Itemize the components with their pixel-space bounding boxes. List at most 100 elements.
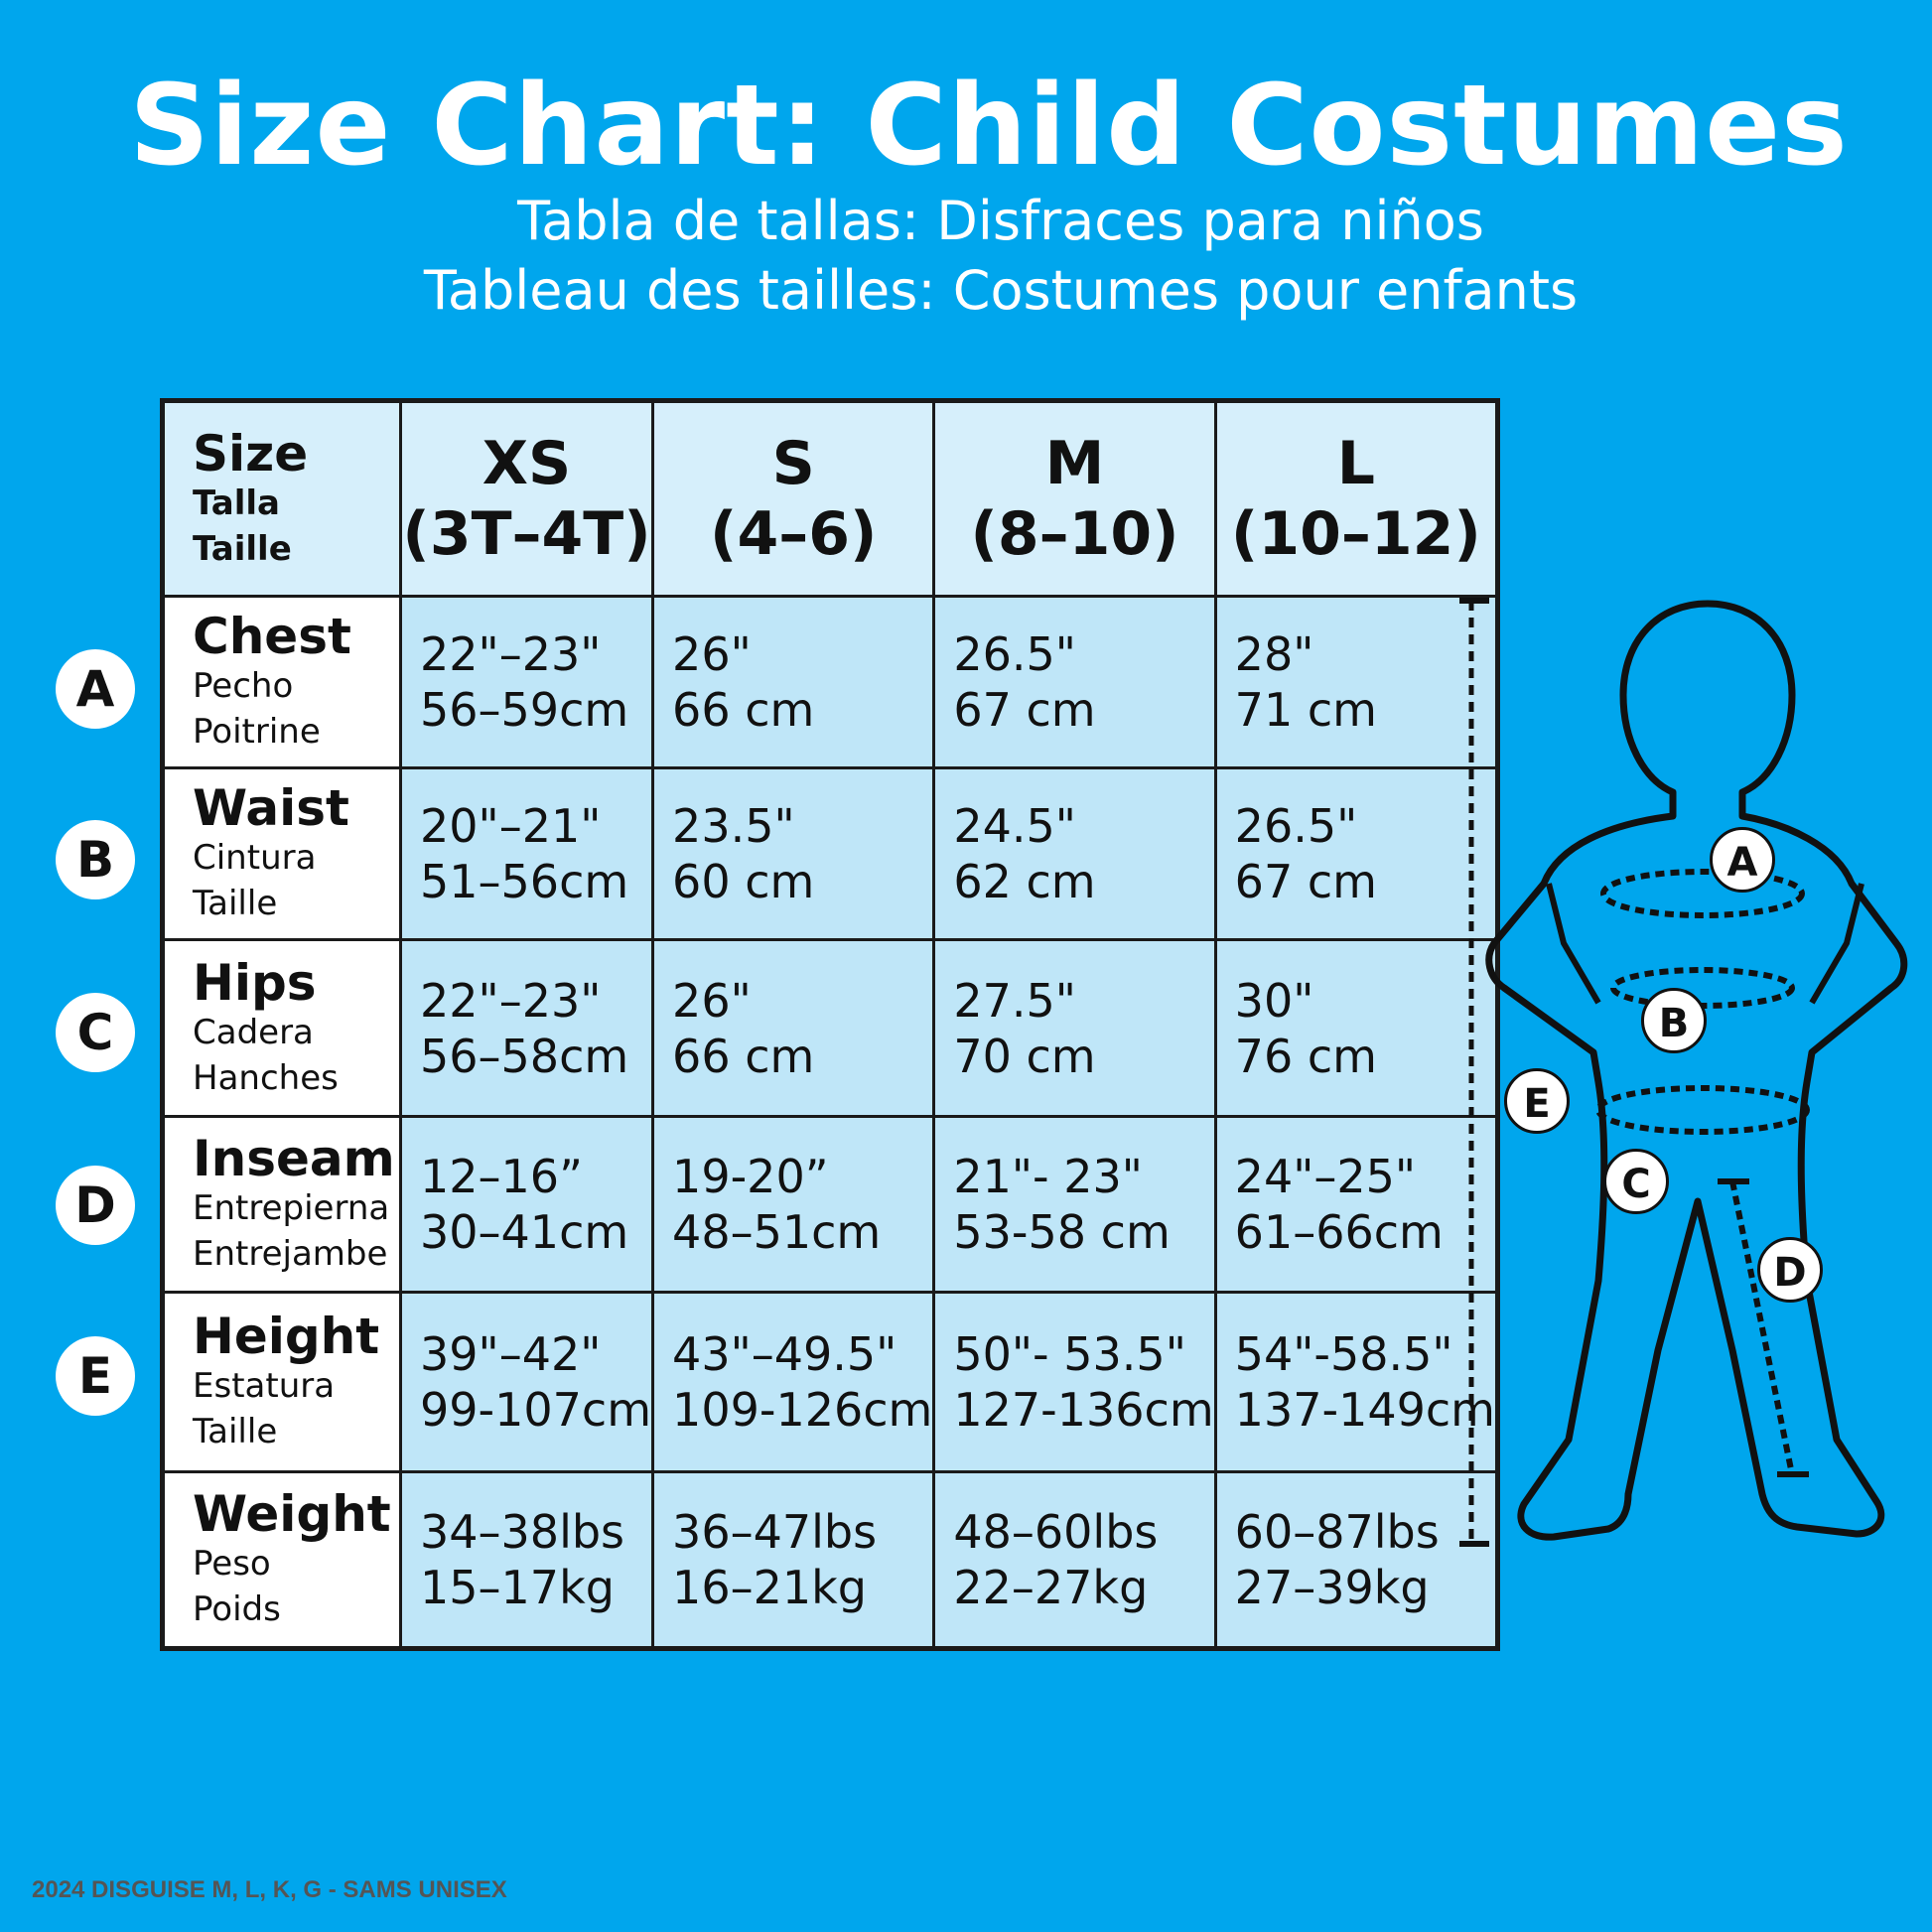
table-row-waist: Waist Cintura Taille 20"–21" 51–56cm 23.5… [161,766,1499,941]
value-metric: 67 cm [953,683,1096,737]
row-label-waist: Waist Cintura Taille [161,766,402,941]
value-metric: 71 cm [1234,683,1377,737]
value-imperial: 20"–21" [420,799,602,853]
body-measurement-diagram: A B C D E [1453,586,1916,1559]
value-cell: 34–38lbs 15–17kg [398,1470,655,1650]
row-label-main: Inseam [193,1130,395,1187]
row-label-fr: Taille [193,884,278,923]
value-cell: 27.5" 70 cm [932,938,1217,1118]
table-row-inseam: Inseam Entrepierna Entrejambe 12–16” 30–4… [161,1115,1499,1294]
value-cell: 28" 71 cm [1213,595,1499,769]
row-label-es: Cintura [193,838,317,878]
value-metric: 61–66cm [1234,1205,1444,1259]
value-metric: 51–56cm [420,855,629,908]
row-label-fr: Entrejambe [193,1234,388,1274]
child-silhouette-icon [1453,598,1908,1547]
size-header-s: S (4–6) [651,399,936,598]
row-letter-badge-c: C [56,993,135,1072]
value-metric: 137-149cm [1234,1383,1495,1437]
subtitle-spanish: Tabla de tallas: Disfraces para niños [517,190,1484,252]
row-label-main: Hips [193,953,317,1012]
row-label-fr: Poids [193,1589,281,1629]
value-metric: 67 cm [1234,855,1377,908]
value-imperial: 28" [1234,627,1314,681]
size-code: XS [482,428,572,498]
value-imperial: 26" [672,627,752,681]
size-range: (10–12) [1230,498,1481,569]
value-cell: 12–16” 30–41cm [398,1115,655,1294]
value-imperial: 21"- 23" [953,1150,1143,1203]
value-metric: 99-107cm [420,1383,652,1437]
row-label-es: Peso [193,1544,271,1584]
row-label-main: Weight [193,1485,391,1543]
value-metric: 56–58cm [420,1029,629,1083]
row-label-fr: Taille [193,1412,278,1451]
value-metric: 15–17kg [420,1561,615,1614]
value-metric: 60 cm [672,855,815,908]
row-label-es: Entrepierna [193,1188,390,1228]
value-cell: 39"–42" 99-107cm [398,1291,655,1473]
value-metric: 109-126cm [672,1383,933,1437]
value-imperial: 43"–49.5" [672,1327,897,1381]
value-imperial: 26.5" [1234,799,1358,853]
size-label-fr: Taille [193,528,292,569]
table-header-row: Size Talla Taille XS (3T–4T) S (4–6) M (… [161,399,1499,598]
value-imperial: 19-20” [672,1150,829,1203]
size-code: M [1044,428,1105,498]
size-table: Size Talla Taille XS (3T–4T) S (4–6) M (… [160,398,1500,1651]
value-cell: 50"- 53.5" 127-136cm [932,1291,1217,1473]
size-range: (3T–4T) [402,498,651,569]
value-imperial: 22"–23" [420,973,602,1028]
row-label-fr: Hanches [193,1057,339,1098]
size-code: L [1336,428,1375,498]
value-cell: 43"–49.5" 109-126cm [651,1291,936,1473]
diagram-label-c: C [1603,1149,1669,1214]
value-cell: 30" 76 cm [1213,938,1499,1118]
size-label-main: Size [193,424,309,483]
value-metric: 62 cm [953,855,1096,908]
size-range: (4–6) [710,498,878,569]
row-label-es: Cadera [193,1012,314,1052]
value-metric: 76 cm [1234,1029,1377,1083]
table-row-hips: Hips Cadera Hanches 22"–23" 56–58cm 26" 66… [161,938,1499,1118]
value-imperial: 24"–25" [1234,1150,1417,1203]
diagram-label-d: D [1757,1237,1823,1303]
footer-code: 2024 DISGUISE M, L, K, G - SAMS UNISEX [32,1876,507,1903]
value-cell: 60–87lbs 27–39kg [1213,1470,1499,1650]
row-label-weight: Weight Peso Poids [161,1470,402,1650]
value-metric: 66 cm [672,1029,815,1083]
row-label-main: Chest [193,608,351,665]
row-label-inseam: Inseam Entrepierna Entrejambe [161,1115,402,1294]
subtitle-french: Tableau des tailles: Costumes pour enfan… [423,259,1579,322]
value-imperial: 12–16” [420,1150,583,1203]
diagram-label-e: E [1504,1068,1570,1134]
value-cell: 26" 66 cm [651,938,936,1118]
value-imperial: 34–38lbs [420,1505,625,1559]
diagram-label-a: A [1710,827,1775,893]
table-row-height: Height Estatura Taille 39"–42" 99-107cm 4… [161,1291,1499,1473]
value-imperial: 27.5" [953,973,1076,1028]
row-label-hips: Hips Cadera Hanches [161,938,402,1118]
row-label-fr: Poitrine [193,712,321,752]
value-metric: 22–27kg [953,1561,1149,1614]
size-header-m: M (8–10) [932,399,1217,598]
value-metric: 27–39kg [1234,1561,1430,1614]
value-imperial: 26" [672,973,752,1028]
value-metric: 48–51cm [672,1205,882,1259]
value-cell: 22"–23" 56–58cm [398,938,655,1118]
size-header-xs: XS (3T–4T) [398,399,655,598]
value-cell: 24.5" 62 cm [932,766,1217,941]
value-imperial: 30" [1234,973,1314,1028]
size-header-label: Size Talla Taille [161,399,402,598]
value-cell: 22"–23" 56–59cm [398,595,655,769]
value-imperial: 54"-58.5" [1234,1327,1453,1381]
row-label-main: Waist [193,779,349,837]
value-cell: 26.5" 67 cm [932,595,1217,769]
value-imperial: 36–47lbs [672,1505,878,1559]
value-cell: 36–47lbs 16–21kg [651,1470,936,1650]
value-cell: 24"–25" 61–66cm [1213,1115,1499,1294]
diagram-label-b: B [1641,988,1707,1053]
page-title: Size Chart: Child Costumes [129,62,1849,191]
row-letter-badge-d: D [56,1166,135,1245]
value-imperial: 48–60lbs [953,1505,1159,1559]
